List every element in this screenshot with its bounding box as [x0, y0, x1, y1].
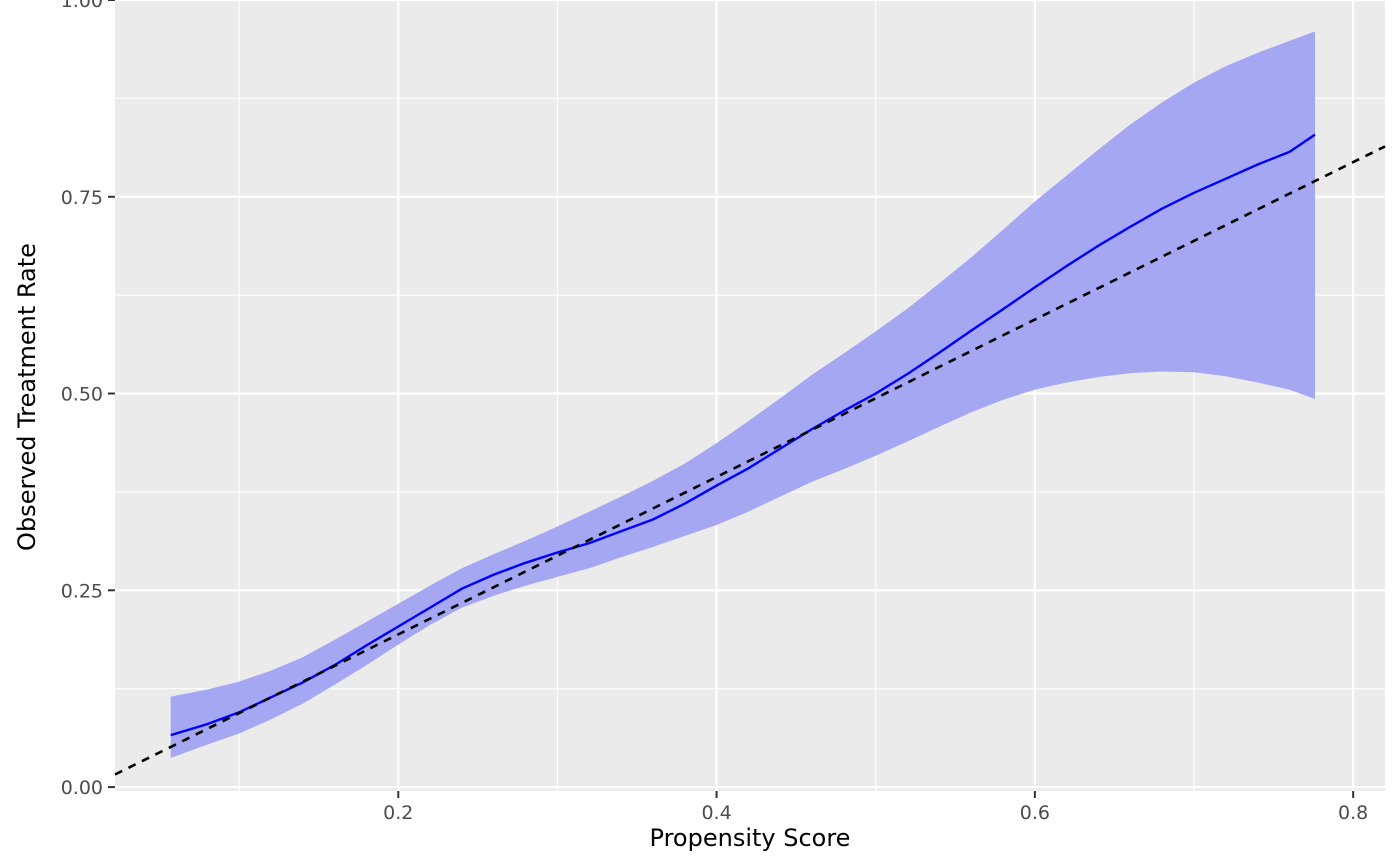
y-axis-title: Observed Treatment Rate — [13, 243, 41, 551]
line-layer — [114, 133, 1386, 776]
x-tick-label: 0.6 — [1020, 802, 1050, 824]
reference-line — [114, 145, 1386, 776]
y-tick-label: 0.75 — [61, 187, 103, 209]
y-tick-label: 0.25 — [61, 580, 103, 602]
x-tick-label: 0.8 — [1338, 802, 1368, 824]
ribbon-layer — [170, 31, 1316, 758]
y-tick-label: 0.50 — [61, 384, 103, 406]
y-axis: 0.00 0.25 0.50 0.75 1.00 — [61, 0, 115, 799]
y-tick-label: 1.00 — [61, 0, 103, 12]
smooth-line — [170, 133, 1316, 737]
y-tick-label: 0.00 — [61, 777, 103, 799]
x-tick-label: 0.4 — [701, 802, 731, 824]
x-axis: 0.2 0.4 0.6 0.8 — [383, 791, 1368, 824]
confidence-ribbon — [170, 31, 1316, 758]
x-axis-title: Propensity Score — [650, 824, 851, 852]
x-tick-label: 0.2 — [383, 802, 413, 824]
major-gridlines — [115, 0, 1385, 791]
